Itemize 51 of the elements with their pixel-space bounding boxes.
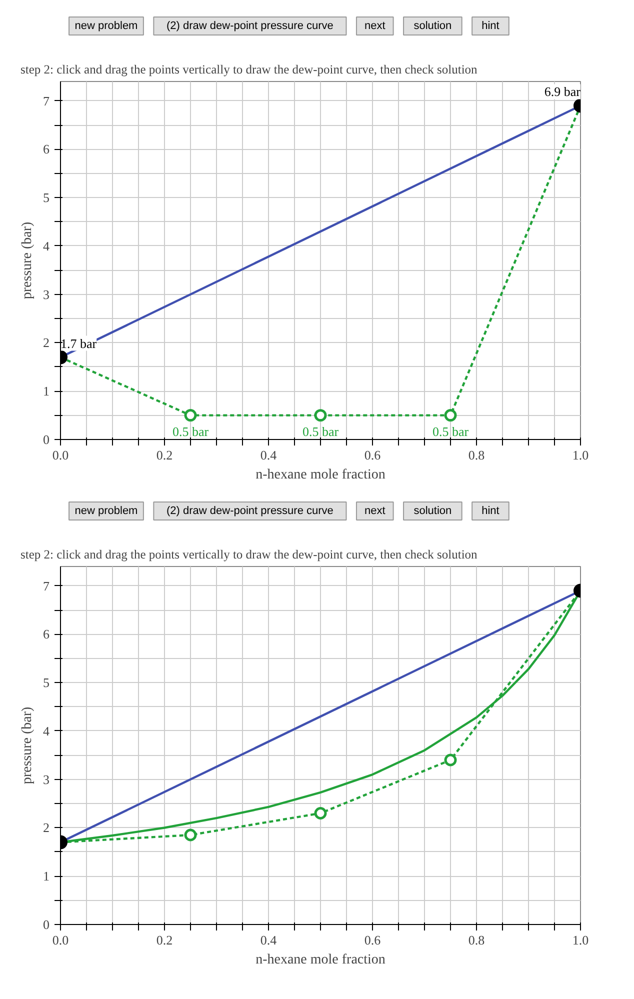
y-tick-label: 7 xyxy=(43,578,50,594)
text: next xyxy=(364,20,386,32)
data-label: 0.5 bar xyxy=(172,424,210,439)
x-tick-label: 0.0 xyxy=(52,932,69,948)
x-tick-label: 0.4 xyxy=(260,932,278,948)
y-tick-label: 4 xyxy=(43,723,50,738)
text: solution xyxy=(414,20,452,32)
y-tick-label: 6 xyxy=(43,626,50,642)
data-label: 6.9 bar xyxy=(544,84,582,100)
text: (2) draw dew-point pressure curve xyxy=(166,504,334,517)
x-tick-label: 0.8 xyxy=(468,448,485,462)
text: hint xyxy=(482,504,500,517)
text: new problem xyxy=(74,504,138,517)
y-tick-label: 3 xyxy=(43,772,50,787)
point xyxy=(314,806,327,820)
x-tick-label: 0.4 xyxy=(260,448,278,462)
x-tick-label: 0.2 xyxy=(156,448,173,462)
y-tick-label: 5 xyxy=(43,190,50,206)
y-tick-label: 3 xyxy=(43,286,50,302)
y-tick-label: 6 xyxy=(43,142,50,157)
x-tick-label: 0.6 xyxy=(364,932,382,948)
y-tick-label: 0 xyxy=(43,917,50,932)
y-tick-label: 5 xyxy=(43,675,50,690)
y-tick-label: 7 xyxy=(43,93,50,108)
y-tick-label: 4 xyxy=(43,238,50,254)
x-tick-label: 0.2 xyxy=(156,932,173,948)
y-axis-title: pressure (bar) xyxy=(20,221,35,300)
point xyxy=(314,409,327,422)
y-tick-label: 1 xyxy=(43,384,50,399)
y-tick-label: 2 xyxy=(43,820,50,836)
data-label: 0.5 bar xyxy=(432,424,470,439)
data-label: 0.5 bar xyxy=(302,424,340,439)
x-tick-label: 1.0 xyxy=(572,932,589,948)
x-tick-label: 0.8 xyxy=(468,932,485,948)
text: new problem xyxy=(74,20,138,32)
y-tick-label: 2 xyxy=(43,335,50,350)
chart-title: step 2: click and drag the points vertically to draw the dew-point curve, then check solution xyxy=(20,62,478,76)
x-axis-title: n-hexane mole fraction xyxy=(256,952,386,968)
text: solution xyxy=(414,504,452,517)
x-tick-label: 1.0 xyxy=(572,448,589,462)
x-tick-label: 0.6 xyxy=(364,448,382,462)
y-tick-label: 0 xyxy=(43,432,50,447)
chart-title: step 2: click and drag the points vertically to draw the dew-point curve, then check solution xyxy=(20,548,478,562)
y-tick-label: 1 xyxy=(43,868,50,884)
text: next xyxy=(364,504,386,517)
y-axis-title: pressure (bar) xyxy=(20,706,35,784)
x-tick-label: 0.0 xyxy=(52,448,69,462)
text: hint xyxy=(482,20,500,32)
data-label: 1.7 bar xyxy=(60,336,98,351)
text: (2) draw dew-point pressure curve xyxy=(166,20,334,32)
x-axis-title: n-hexane mole fraction xyxy=(256,468,386,482)
